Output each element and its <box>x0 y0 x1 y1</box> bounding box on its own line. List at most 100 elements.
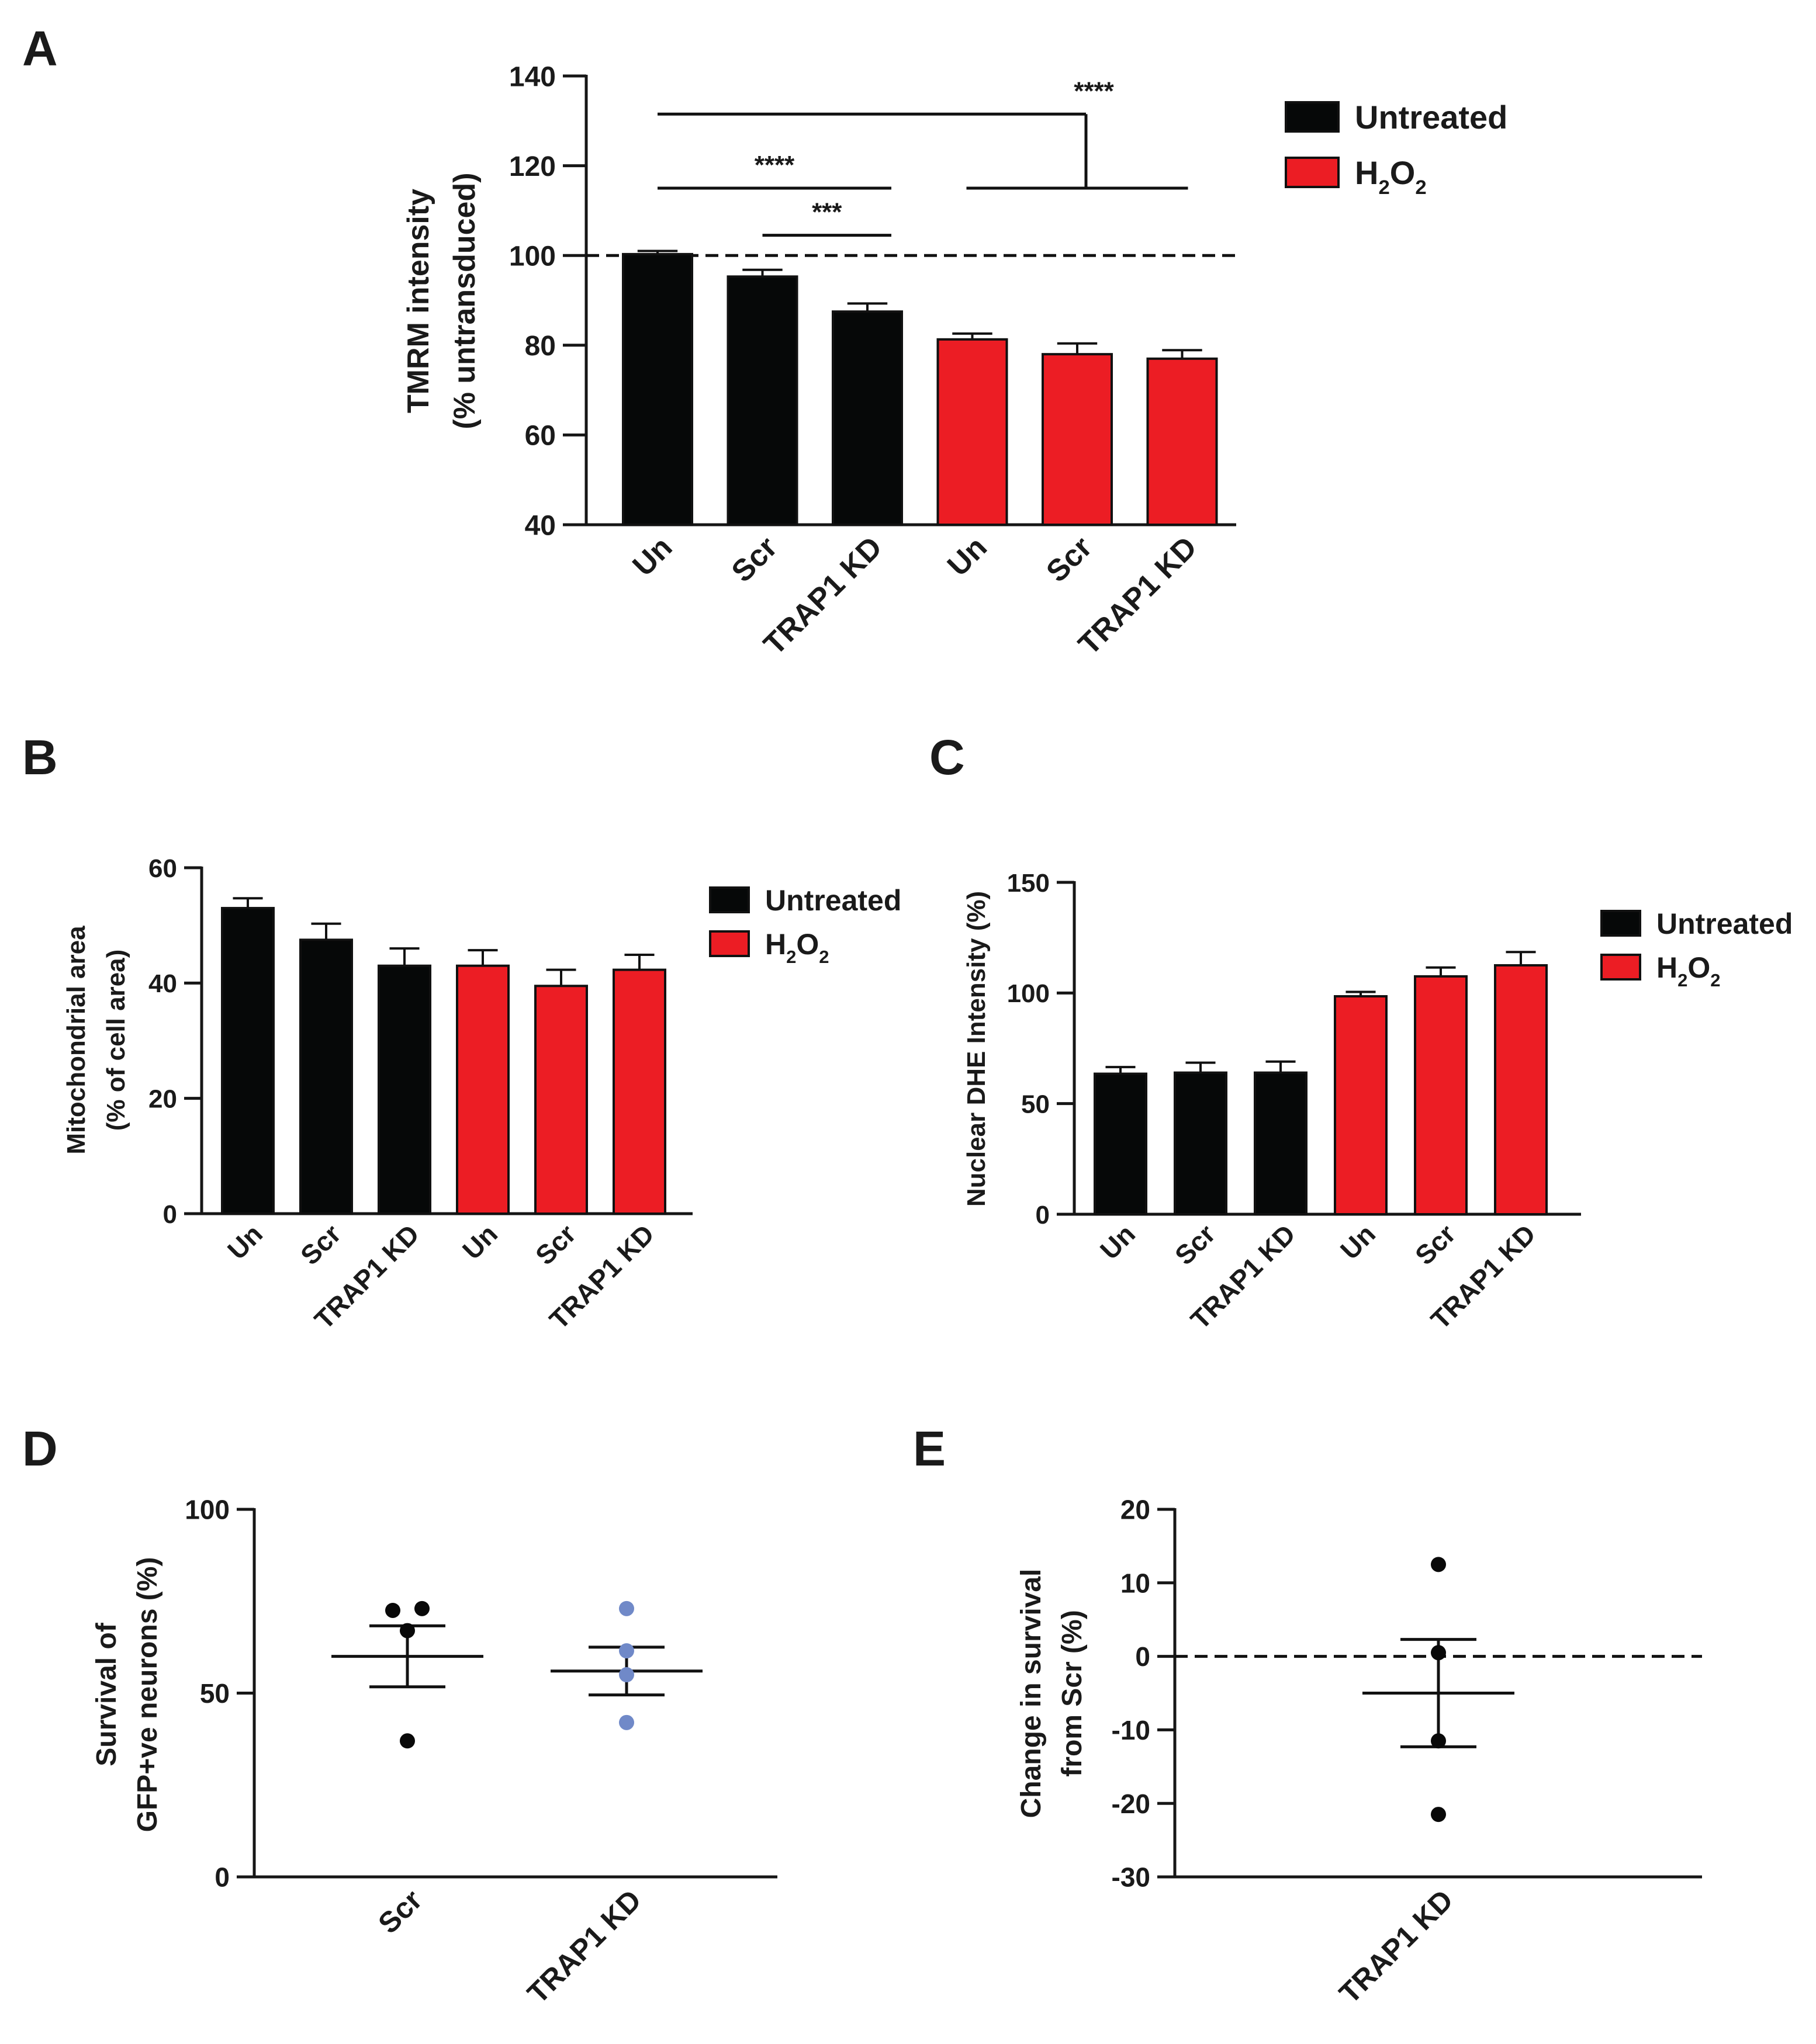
y-axis-title: TMRM intensity <box>402 189 435 413</box>
bar-untreated <box>299 938 353 1215</box>
y-tick-label: 10 <box>1120 1568 1150 1598</box>
bar-h2o2 <box>1042 353 1113 526</box>
y-tick-label: 80 <box>525 331 556 362</box>
y-tick-label: 100 <box>1007 979 1050 1008</box>
data-point <box>1431 1733 1446 1749</box>
x-tick-label: Un <box>626 530 679 583</box>
bar-untreated <box>622 252 693 526</box>
data-point <box>619 1643 634 1659</box>
bar-h2o2 <box>1414 975 1468 1216</box>
bar-h2o2 <box>1334 995 1388 1215</box>
significance-label: *** <box>812 198 842 227</box>
legend-text: O <box>796 928 819 961</box>
data-point <box>400 1733 415 1749</box>
legend-text: Untreated <box>765 884 901 917</box>
significance-label: **** <box>755 151 795 179</box>
x-tick-label: TRAP1 KD <box>1333 1883 1459 2010</box>
legend-text: Untreated <box>1355 99 1507 136</box>
legend-subscript: 2 <box>1378 176 1389 199</box>
y-tick-label: 0 <box>163 1200 177 1229</box>
data-point <box>1431 1807 1446 1823</box>
panel-b-mitochondrial-area-chart: 0 20 40 60 Mitochondrial area (% of cell area… <box>62 854 901 1335</box>
bar-h2o2 <box>1494 964 1548 1215</box>
x-tick-label: Un <box>222 1218 268 1265</box>
y-tick-label: 60 <box>525 421 556 452</box>
y-tick-label: 60 <box>148 854 177 883</box>
bar-untreated <box>832 310 903 526</box>
y-tick-label: 40 <box>148 969 177 998</box>
panel-letter-e: E <box>913 1421 946 1476</box>
y-tick-label: 50 <box>200 1678 230 1709</box>
legend-text: O <box>1390 154 1416 191</box>
x-tick-label: Un <box>1094 1218 1141 1265</box>
legend-swatch-untreated <box>1600 910 1641 937</box>
panel-letter-c: C <box>929 730 965 785</box>
data-point <box>619 1714 634 1730</box>
data-point <box>385 1602 400 1618</box>
y-tick-label: 0 <box>1036 1201 1050 1229</box>
y-axis-title: Change in survival <box>1016 1569 1047 1818</box>
x-tick-label: Scr <box>725 530 784 588</box>
panel-letter-d: D <box>22 1421 58 1476</box>
panel-d-survival-chart: 0 50 100 Survival of GFP+ve neurons (%) Scr TR… <box>91 1495 777 2010</box>
legend-subscript: 2 <box>786 947 796 967</box>
bar-h2o2 <box>1146 357 1218 526</box>
y-axis-title: Nuclear DHE Intensity (%) <box>962 891 991 1207</box>
bar-h2o2 <box>936 338 1008 526</box>
y-tick-label: 20 <box>1120 1495 1150 1525</box>
bar-untreated <box>378 964 431 1215</box>
legend-swatch-untreated <box>709 886 750 913</box>
y-tick-label: -30 <box>1112 1862 1150 1893</box>
legend-swatch-h2o2 <box>1600 954 1641 981</box>
legend-swatch-h2o2 <box>1285 157 1340 188</box>
y-tick-label: -10 <box>1112 1715 1150 1745</box>
y-tick-label: 40 <box>525 510 556 541</box>
y-axis-title: Mitochondrial area <box>62 926 91 1155</box>
y-tick-label: 20 <box>148 1085 177 1114</box>
y-axis-title: Survival of <box>91 1622 122 1766</box>
legend-label-untreated: Untreated <box>765 884 901 917</box>
legend-swatch-untreated <box>1285 101 1340 133</box>
legend-text: Untreated <box>1656 907 1793 940</box>
x-tick-label: Un <box>1334 1218 1381 1265</box>
y-tick-label: 150 <box>1007 869 1050 898</box>
bar-untreated <box>1174 1071 1227 1215</box>
x-tick-label: Scr <box>1409 1218 1461 1270</box>
x-tick-label: Scr <box>1040 530 1098 588</box>
y-axis-title: from Scr (%) <box>1057 1610 1088 1776</box>
y-tick-label: 0 <box>1135 1641 1150 1672</box>
legend-label-h2o2: H2O2 <box>765 928 829 967</box>
legend-subscript: 2 <box>1677 970 1687 990</box>
bar-untreated <box>221 907 275 1215</box>
legend-swatch-h2o2 <box>709 930 750 957</box>
significance-label: **** <box>1074 77 1114 105</box>
bar-h2o2 <box>534 985 588 1215</box>
data-point <box>619 1600 634 1616</box>
legend-label-h2o2: H2O2 <box>1656 951 1721 990</box>
x-tick-label: Un <box>941 530 994 583</box>
x-tick-label: TRAP1 KD <box>521 1883 647 2010</box>
y-tick-label: 50 <box>1021 1090 1050 1119</box>
y-tick-label: 120 <box>509 151 556 182</box>
legend-label-h2o2: H2O2 <box>1355 154 1427 199</box>
bar-untreated <box>1094 1072 1147 1215</box>
x-tick-label: Scr <box>295 1218 347 1270</box>
x-tick-label: Un <box>456 1218 503 1265</box>
y-axis-title: (% of cell area) <box>102 950 130 1131</box>
panel-letter-a: A <box>22 21 58 76</box>
y-axis-title: GFP+ve neurons (%) <box>132 1557 163 1832</box>
y-tick-label: 0 <box>215 1862 230 1893</box>
data-point <box>619 1667 634 1683</box>
x-tick-label: Scr <box>530 1218 582 1270</box>
x-tick-label: Scr <box>1169 1218 1221 1270</box>
panel-letter-b: B <box>22 730 58 785</box>
x-tick-label: Scr <box>372 1883 428 1940</box>
panel-a-tmrm-chart: 40 60 80 100 120 140 TMRM intensity (% untransd… <box>402 61 1507 661</box>
legend-subscript: 2 <box>1415 176 1426 199</box>
data-point <box>414 1600 430 1616</box>
bar-h2o2 <box>456 964 510 1215</box>
bar-untreated <box>1254 1071 1307 1215</box>
legend-text: O <box>1687 951 1710 984</box>
legend-label-untreated: Untreated <box>1656 907 1793 940</box>
